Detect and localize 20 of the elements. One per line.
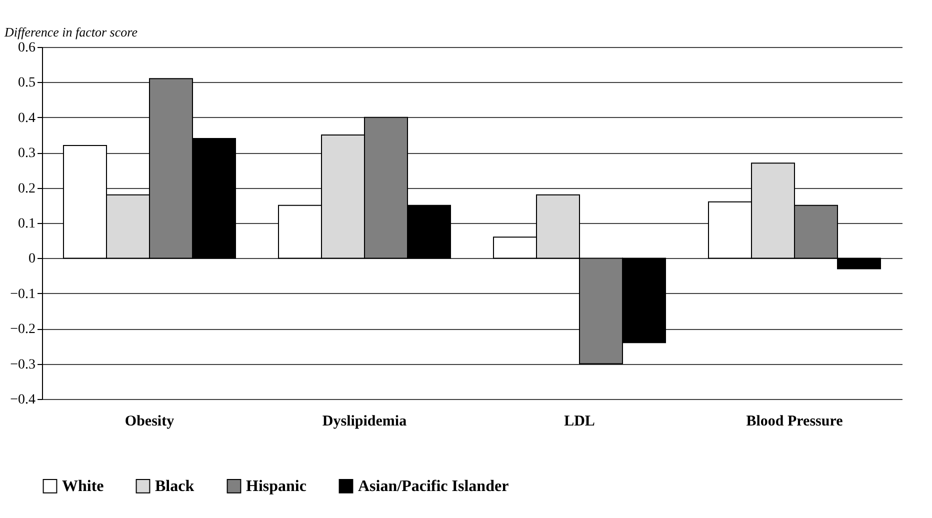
x-tick-label: Dyslipidemia bbox=[322, 414, 408, 430]
x-tick-label: LDL bbox=[564, 414, 595, 430]
x-tick-label: Blood Pressure bbox=[746, 414, 844, 430]
legend-label: Asian/Pacific Islander bbox=[358, 478, 509, 496]
y-tick-label: 0.3 bbox=[18, 146, 36, 162]
x-tick-label: Obesity bbox=[124, 414, 175, 430]
y-tick-label: −0.2 bbox=[10, 322, 36, 338]
legend-label: White bbox=[62, 478, 104, 496]
y-tick-label: 0.4 bbox=[18, 110, 36, 126]
legend-label: Hispanic bbox=[246, 478, 306, 496]
y-tick-label: 0.5 bbox=[18, 76, 36, 91]
y-tick-label: −0.3 bbox=[10, 357, 36, 372]
y-tick-label: 0.1 bbox=[18, 216, 36, 232]
y-tick-label: 0 bbox=[28, 252, 36, 267]
y-axis-title: Difference in factor score bbox=[4, 24, 138, 40]
y-tick-label: −0.4 bbox=[10, 392, 36, 408]
legend-label: Black bbox=[155, 478, 194, 496]
y-tick-label: 0.6 bbox=[18, 40, 36, 56]
y-tick-label: −0.1 bbox=[10, 286, 36, 302]
y-tick-label: 0.2 bbox=[18, 181, 36, 196]
